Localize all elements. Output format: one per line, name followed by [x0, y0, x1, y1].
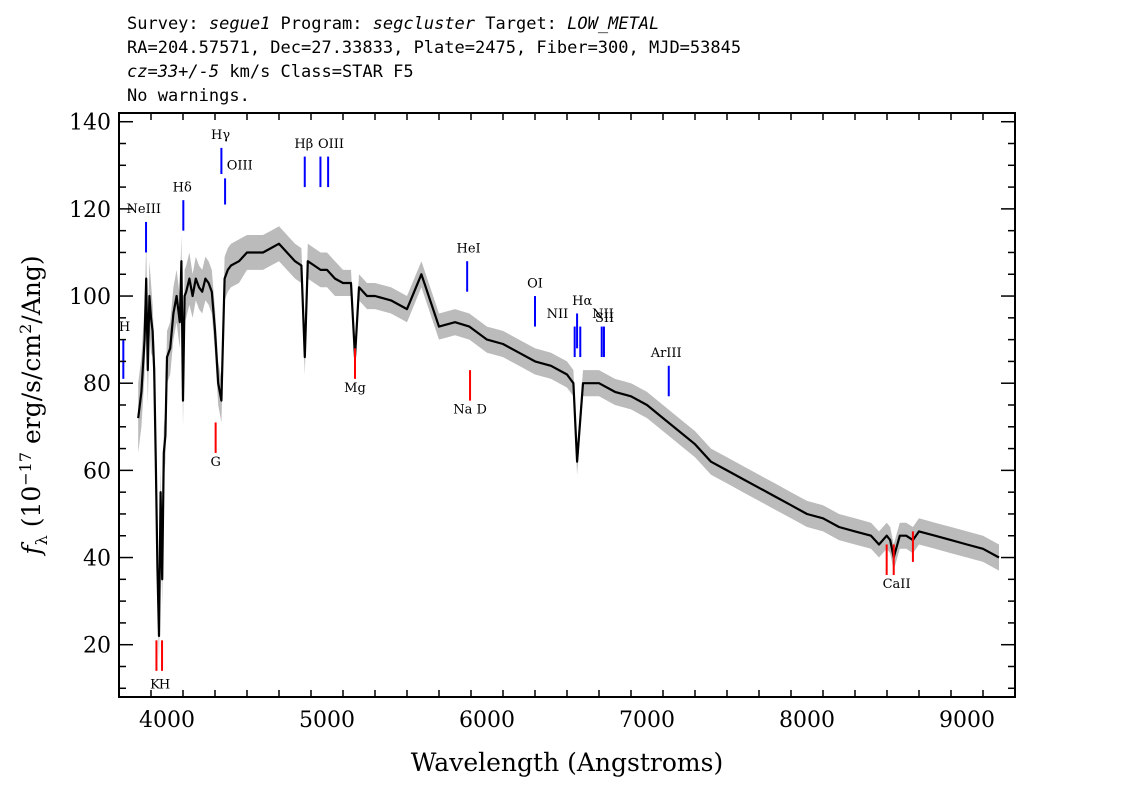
emission-line-label: NII — [547, 307, 569, 322]
header-line-1-seg: Target: — [475, 14, 568, 34]
emission-line-label: ArIII — [650, 346, 682, 361]
header-line-3-seg: km/s Class=STAR F5 — [219, 62, 414, 82]
emission-line-label: OI — [527, 276, 543, 291]
emission-line-label: Hβ — [294, 137, 313, 152]
x-axis-title: Wavelength (Angstroms) — [411, 748, 723, 777]
absorption-line-label: H — [159, 677, 170, 692]
header-line-3: cz=33+/-5 km/s Class=STAR F5 — [127, 60, 741, 84]
y-tick-label: 120 — [69, 198, 111, 223]
y-axis-title-part: −17 — [16, 452, 35, 486]
emission-line-label: NeIII — [127, 202, 161, 217]
header-line-1-seg: Survey: — [127, 14, 209, 34]
y-tick-label: 20 — [83, 634, 111, 659]
emission-line-label: SII — [595, 311, 614, 326]
header-line-2: RA=204.57571, Dec=27.33833, Plate=2475, … — [127, 38, 742, 58]
emission-line-label: H — [119, 320, 130, 335]
header-line-1-seg: segue1 — [208, 14, 271, 34]
x-tick-label: 6000 — [459, 708, 515, 733]
absorption-line-label: Na D — [453, 403, 487, 418]
error-band — [138, 226, 999, 663]
y-tick-label: 100 — [69, 285, 111, 310]
y-axis-title: fλ (10−17 erg/s/cm2/Ang) — [16, 255, 51, 556]
x-tick-label: 9000 — [939, 708, 995, 733]
header-line-4: No warnings. — [127, 86, 250, 106]
header-line-3-seg: cz=33+/-5 — [127, 62, 220, 82]
header-line-1-seg: LOW_METAL — [567, 14, 660, 34]
y-tick-label: 40 — [83, 547, 111, 572]
y-axis-title-part: erg/s/cm — [17, 334, 46, 452]
x-tick-label: 5000 — [299, 708, 355, 733]
emission-line-label: Hγ — [211, 128, 230, 143]
emission-line-label: Hδ — [173, 180, 192, 195]
axes-layer: 4000 5000 6000 7000 8000 9000 20 40 60 80 100 120 14… — [69, 111, 1016, 733]
emission-line-label: Hα — [572, 294, 592, 309]
x-tick-label: 4000 — [139, 708, 195, 733]
absorption-line-label: G — [210, 455, 220, 470]
error-band-layer — [138, 226, 999, 663]
y-axis-title-part: (10 — [17, 486, 46, 536]
emission-line-label: NII — [592, 307, 614, 322]
spectrum-header: Survey: segue1 Program: segcluster Targe… — [127, 12, 741, 108]
header-line-1-seg: Program: — [270, 14, 373, 34]
plot-frame — [118, 112, 1016, 698]
absorption-line-label: K — [150, 677, 160, 692]
absorption-line-label: CaII — [883, 577, 911, 592]
y-axis-title-part: 2 — [16, 324, 35, 334]
y-tick-label: 80 — [83, 372, 111, 397]
emission-line-label: OIII — [318, 137, 344, 152]
y-axis-title-part: λ — [32, 535, 51, 545]
y-tick-label: 140 — [69, 111, 111, 136]
y-axis-title-part: f — [17, 542, 46, 557]
absorption-line-label: Mg — [344, 381, 366, 396]
y-axis-title-part: /Ang) — [17, 255, 46, 323]
flux-line — [137, 242, 1000, 638]
header-line-1-seg: segcluster — [372, 14, 476, 34]
emission-line-label: HeI — [457, 241, 481, 256]
y-tick-label: 60 — [83, 459, 111, 484]
flux-layer — [137, 242, 1000, 638]
header-line-1: Survey: segue1 Program: segcluster Targe… — [127, 12, 741, 36]
x-tick-label: 7000 — [619, 708, 675, 733]
emission-line-label: OIII — [227, 159, 253, 174]
x-tick-label: 8000 — [779, 708, 835, 733]
